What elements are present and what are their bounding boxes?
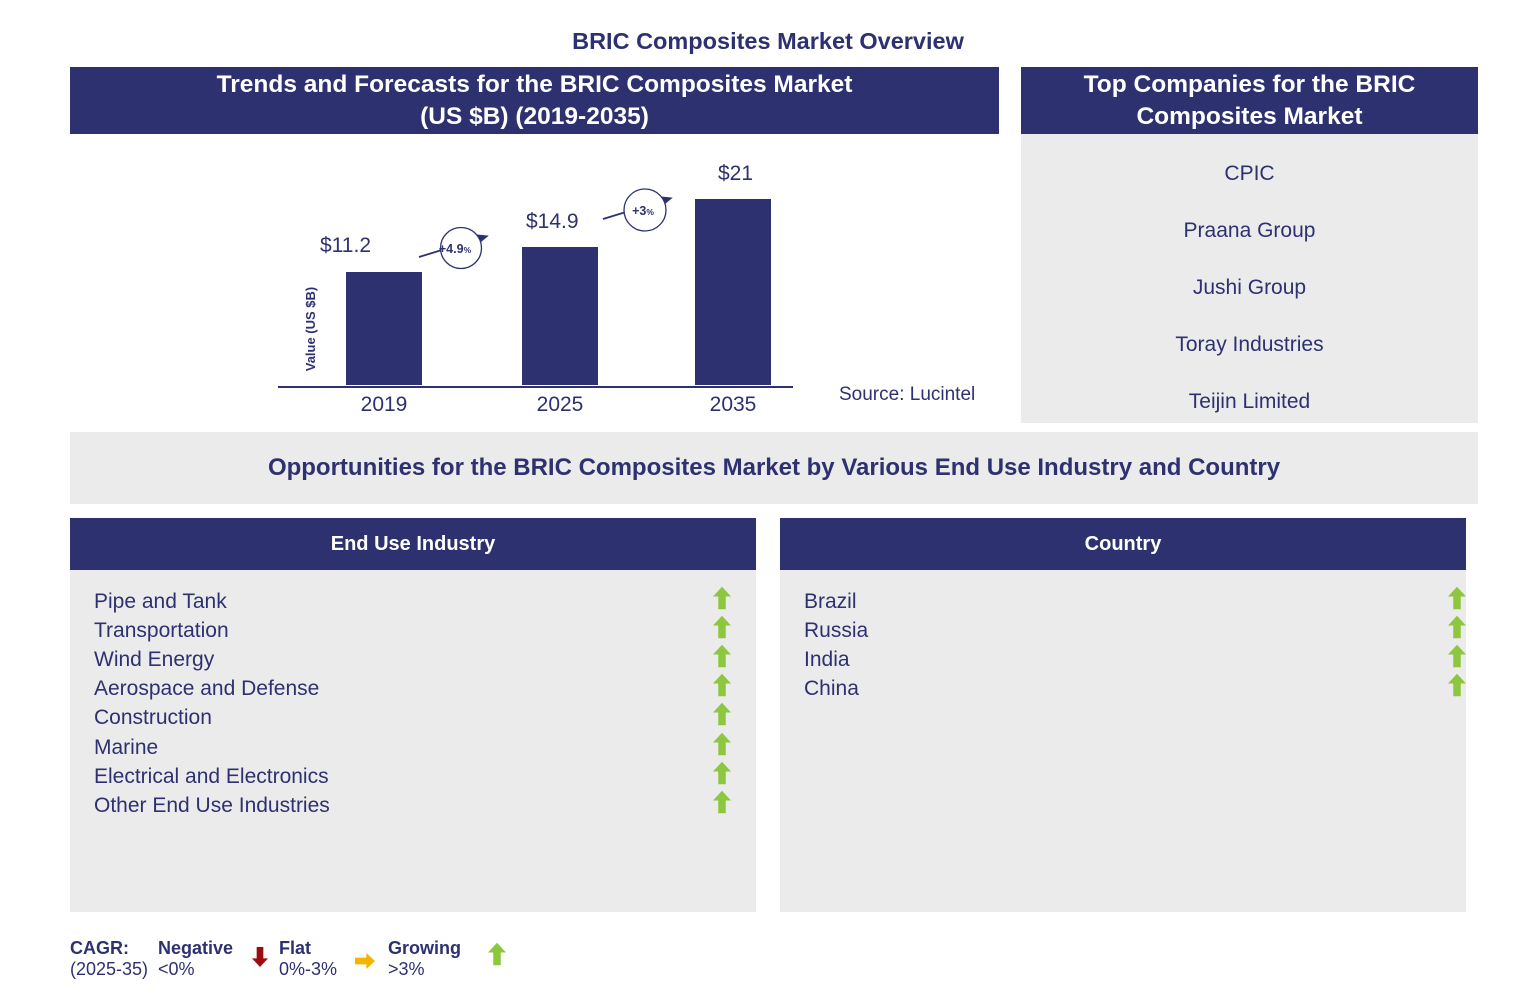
svg-text:+3%: +3% [632, 204, 654, 218]
svg-text:+4.9%: +4.9% [439, 242, 472, 256]
